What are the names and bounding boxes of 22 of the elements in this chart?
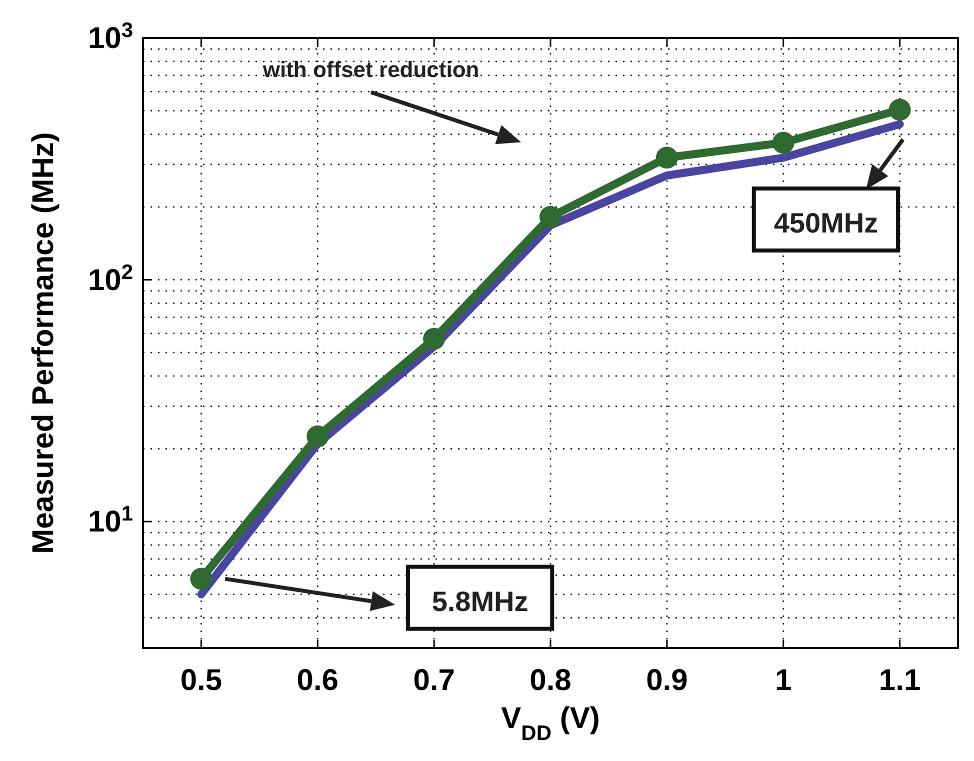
point bbox=[306, 425, 329, 448]
point bbox=[190, 568, 212, 590]
point bbox=[656, 146, 678, 169]
x-tick-label: 0.5 bbox=[180, 664, 222, 697]
x-axis-title: V$_{DD}$ (V) bbox=[501, 702, 600, 744]
x-tick-label: 1.1 bbox=[878, 664, 921, 697]
point bbox=[888, 98, 911, 121]
x-tick-label: 0.9 bbox=[646, 664, 688, 697]
x-tick-label: 1 bbox=[775, 664, 792, 697]
x-tick-label: 0.6 bbox=[296, 664, 338, 697]
y-tick-label: 10$^{2}$ bbox=[88, 260, 133, 297]
point bbox=[423, 328, 446, 350]
annotation: 450MHz bbox=[774, 208, 878, 238]
annotation: 5.8MHz bbox=[432, 586, 528, 617]
y-axis-title: Measured Performance (MHz) bbox=[27, 132, 60, 554]
x-tick-label: 0.7 bbox=[413, 664, 455, 697]
point bbox=[540, 206, 562, 228]
point bbox=[772, 132, 794, 154]
x-tick-label: 0.8 bbox=[530, 664, 572, 697]
y-tick-label: 10$^{1}$ bbox=[88, 502, 134, 539]
annotation: with offset reduction bbox=[262, 57, 480, 82]
y-tick-label: 10$^{3}$ bbox=[88, 18, 133, 55]
